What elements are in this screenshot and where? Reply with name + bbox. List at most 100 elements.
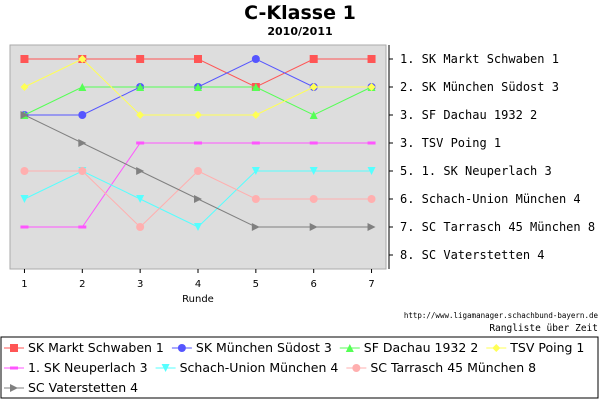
data-point xyxy=(367,141,376,145)
legend-label: SK Markt Schwaben 1 xyxy=(28,340,164,355)
legend-label: Schach-Union München 4 xyxy=(180,360,339,375)
data-point xyxy=(251,55,260,63)
legend-marker xyxy=(10,384,18,392)
series xyxy=(20,141,376,229)
data-point xyxy=(20,55,29,63)
legend-item: Schach-Union München 4 xyxy=(155,360,339,375)
data-point xyxy=(251,167,260,175)
legend-item: SK Markt Schwaben 1 xyxy=(4,340,164,355)
data-point xyxy=(367,55,376,63)
x-tick-label: 5 xyxy=(253,279,259,290)
plot-area xyxy=(9,44,387,270)
rank-label: 3. TSV Poing 1 xyxy=(400,136,501,150)
data-point xyxy=(136,223,145,231)
data-point xyxy=(136,55,145,63)
legend-marker xyxy=(492,344,501,352)
series xyxy=(20,111,376,231)
data-point xyxy=(251,111,260,119)
x-tick-label: 6 xyxy=(311,279,317,290)
legend-label: SK München Südost 3 xyxy=(196,340,332,355)
rank-label: 8. SC Vaterstetten 4 xyxy=(400,248,545,262)
legend-label: TSV Poing 1 xyxy=(509,340,584,355)
data-point xyxy=(251,195,260,203)
data-point xyxy=(78,83,87,91)
chart-title: C-Klasse 1 xyxy=(244,2,356,24)
legend-marker xyxy=(10,344,18,352)
legend-label: SC Tarrasch 45 München 8 xyxy=(370,360,536,375)
data-point xyxy=(367,83,376,91)
series xyxy=(20,167,376,231)
data-point xyxy=(136,111,145,119)
data-point xyxy=(309,55,318,63)
legend-marker xyxy=(177,344,186,352)
data-point xyxy=(136,141,145,145)
data-point xyxy=(309,111,318,119)
legend-marker xyxy=(161,364,170,372)
legend-marker xyxy=(10,366,18,370)
data-point xyxy=(20,111,29,119)
legend-label: SC Vaterstetten 4 xyxy=(28,380,138,395)
data-point xyxy=(309,223,318,231)
x-tick-label: 3 xyxy=(137,279,143,290)
data-point xyxy=(78,167,87,175)
data-point xyxy=(194,195,202,203)
data-point xyxy=(194,141,202,145)
legend-item: SC Tarrasch 45 München 8 xyxy=(346,360,536,375)
footer-caption: Rangliste über Zeit xyxy=(489,323,598,334)
legend-item: TSV Poing 1 xyxy=(486,340,584,355)
data-point xyxy=(309,167,318,175)
series xyxy=(20,55,376,119)
legend: SK Markt Schwaben 1 SK München Südost 3 SF… xyxy=(4,340,584,395)
legend-item: 1. SK Neuperlach 3 xyxy=(4,360,148,375)
data-point xyxy=(20,83,29,91)
legend-item: SC Vaterstetten 4 xyxy=(4,380,138,395)
legend-marker xyxy=(345,344,354,352)
data-point xyxy=(251,83,260,91)
data-point xyxy=(194,223,202,231)
x-tick-label: 4 xyxy=(195,279,201,290)
data-point xyxy=(136,167,145,175)
data-point xyxy=(78,225,87,229)
rank-label: 3. SF Dachau 1932 2 xyxy=(400,108,537,122)
data-point xyxy=(78,139,87,147)
data-point xyxy=(309,141,318,145)
legend-item: SK München Südost 3 xyxy=(171,340,332,355)
data-point xyxy=(251,223,260,231)
legend-label: SF Dachau 1932 2 xyxy=(364,340,478,355)
x-axis: 1 2 3 4 5 6 7 xyxy=(21,269,375,290)
data-point xyxy=(194,83,202,91)
data-point xyxy=(194,111,202,119)
data-point xyxy=(78,111,87,119)
legend-marker xyxy=(352,364,361,372)
x-tick-label: 2 xyxy=(79,279,85,290)
rank-label: 7. SC Tarrasch 45 München 8 xyxy=(400,220,595,234)
data-point xyxy=(20,225,29,229)
series-layer xyxy=(20,55,376,231)
data-point xyxy=(20,195,29,203)
data-point xyxy=(194,55,202,63)
data-point xyxy=(367,223,376,231)
chart-subtitle: 2010/2011 xyxy=(267,25,332,38)
data-point xyxy=(251,141,260,145)
data-point xyxy=(367,167,376,175)
data-point xyxy=(20,167,29,175)
data-point xyxy=(136,195,145,203)
rank-label: 5. 1. SK Neuperlach 3 xyxy=(400,164,552,178)
data-point xyxy=(309,83,318,91)
x-tick-label: 7 xyxy=(368,279,374,290)
legend-item: SF Dachau 1932 2 xyxy=(339,340,478,355)
data-point xyxy=(136,83,145,91)
data-point xyxy=(78,55,87,63)
rank-label: 6. Schach-Union München 4 xyxy=(400,192,581,206)
x-axis-title: Runde xyxy=(182,294,214,305)
x-tick-label: 1 xyxy=(21,279,27,290)
footer-url: http://www.ligamanager.schachbund-bayern… xyxy=(404,311,599,320)
data-point xyxy=(367,195,376,203)
legend-label: 1. SK Neuperlach 3 xyxy=(28,360,148,375)
data-point xyxy=(194,167,202,175)
data-point xyxy=(309,195,318,203)
rank-axis: 1. SK Markt Schwaben 1 2. SK München Südo… xyxy=(388,45,595,269)
rank-label: 1. SK Markt Schwaben 1 xyxy=(400,52,559,66)
rank-label: 2. SK München Südost 3 xyxy=(400,80,559,94)
